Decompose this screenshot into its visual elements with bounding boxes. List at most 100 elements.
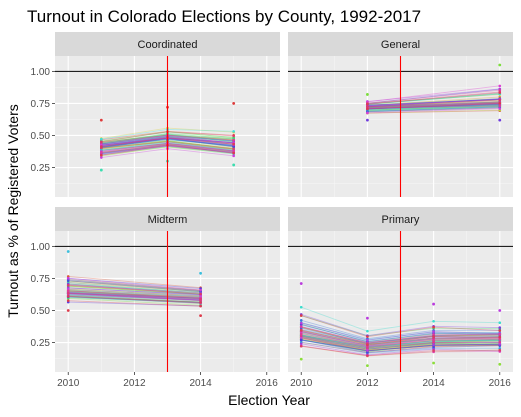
county-series-line <box>68 278 201 291</box>
county-series-line <box>68 295 201 303</box>
county-series-line <box>367 109 500 114</box>
county-data-point <box>100 156 103 159</box>
county-data-point <box>498 340 502 344</box>
county-data-point <box>66 289 70 293</box>
county-data-point <box>299 305 303 309</box>
county-series-line <box>367 100 500 108</box>
county-data-point <box>199 301 202 304</box>
county-series-line <box>367 92 500 105</box>
county-data-point <box>366 102 369 106</box>
y-tick-label: 0.75 <box>31 99 51 110</box>
county-data-point <box>299 334 303 338</box>
county-series-line <box>367 98 500 106</box>
facet-coordinated: Coordinated 0.25 0.50 0.75 1.00 <box>31 32 280 197</box>
county-data-point <box>100 143 103 146</box>
county-data-point <box>100 151 103 154</box>
county-series-line <box>68 290 201 299</box>
county-data-point <box>299 338 303 342</box>
county-series-line <box>367 108 500 114</box>
county-series-line <box>367 103 500 108</box>
county-data-point <box>366 105 369 108</box>
y-tick-label: 0.25 <box>31 338 51 349</box>
county-data-point <box>299 314 303 317</box>
county-data-point <box>498 332 502 336</box>
county-series-line <box>68 291 201 299</box>
county-series-line <box>367 104 500 110</box>
county-series-line <box>367 107 500 113</box>
county-data-point <box>432 333 435 336</box>
county-series-line <box>367 106 500 110</box>
county-series-line <box>68 293 201 301</box>
county-data-point <box>199 292 202 296</box>
county-series-line <box>68 283 201 295</box>
county-series-line <box>68 292 201 300</box>
county-series-line <box>367 98 500 106</box>
y-tick-label: 1.00 <box>31 67 51 78</box>
county-data-point <box>99 168 103 172</box>
x-axis-title: Election Year <box>228 392 310 408</box>
county-series-line <box>68 280 201 293</box>
county-data-point <box>432 343 435 347</box>
chart-title: Turnout in Colorado Elections by County,… <box>27 7 421 26</box>
county-data-point <box>366 316 369 320</box>
county-series-line <box>68 293 201 302</box>
county-series-line <box>68 284 201 294</box>
county-series-line <box>367 103 500 109</box>
county-series-line <box>367 99 500 108</box>
county-series-line <box>367 106 500 112</box>
county-series-line <box>68 288 201 297</box>
county-series-line <box>367 101 500 107</box>
county-series-line <box>367 99 500 108</box>
county-series-line <box>367 103 500 109</box>
county-data-point <box>100 137 103 141</box>
facet-strip <box>288 32 513 56</box>
facet-strip-label: Coordinated <box>138 39 198 51</box>
county-data-point <box>498 362 502 366</box>
county-series-line <box>68 292 201 301</box>
facet-strip-label: Primary <box>382 214 420 226</box>
county-data-point <box>498 309 502 312</box>
county-data-point <box>366 338 369 342</box>
county-series-line <box>68 277 201 291</box>
county-series-line <box>68 287 201 296</box>
county-series-line <box>367 93 500 104</box>
county-series-line <box>367 106 500 111</box>
facet-general: General <box>288 32 513 197</box>
county-data-point <box>299 325 303 328</box>
county-series-line <box>367 103 500 110</box>
x-tick-label: 2016 <box>489 378 512 389</box>
county-data-point <box>432 302 435 306</box>
county-data-point <box>66 295 70 298</box>
county-data-point <box>199 297 202 301</box>
county-data-point <box>498 326 502 329</box>
county-data-point <box>232 147 235 151</box>
county-data-point <box>498 348 502 352</box>
county-data-point <box>366 329 369 333</box>
county-series-line <box>367 98 500 108</box>
county-series-line <box>367 101 500 108</box>
county-series-line <box>367 103 500 110</box>
county-data-point <box>366 111 369 115</box>
county-data-point <box>432 335 435 338</box>
facet-primary: Primary 2010 2012 2014 2016 <box>288 207 513 389</box>
county-series-line <box>367 103 500 110</box>
county-data-point <box>366 107 369 111</box>
county-data-point <box>498 101 502 105</box>
county-data-point <box>498 84 502 88</box>
county-data-point <box>299 318 303 322</box>
county-series-line <box>68 279 201 292</box>
county-data-point <box>366 93 369 96</box>
county-series-line <box>367 93 500 105</box>
county-data-point <box>232 130 235 133</box>
county-series-line <box>367 105 500 111</box>
county-series-line <box>68 290 201 297</box>
county-data-point <box>498 107 502 110</box>
y-tick-label: 0.75 <box>31 274 51 285</box>
county-series-line <box>68 296 201 304</box>
county-series-line <box>367 102 500 108</box>
county-series-line <box>68 289 201 297</box>
county-data-point <box>232 163 236 167</box>
county-series-line <box>68 292 201 300</box>
county-series-line <box>68 295 201 303</box>
